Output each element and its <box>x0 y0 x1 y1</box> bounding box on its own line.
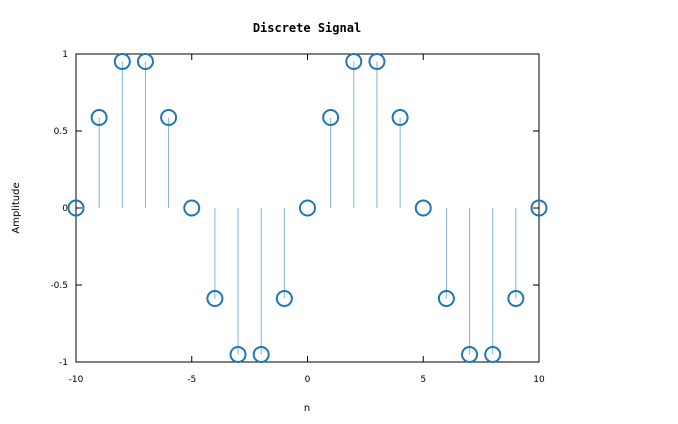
y-axis-label: Amplitude <box>11 182 22 233</box>
stem-markers <box>67 53 548 363</box>
stem-marker <box>507 290 525 308</box>
stem-marker <box>160 108 178 126</box>
x-tick-label: 0 <box>305 375 311 385</box>
stem-marker <box>229 345 247 363</box>
x-tick-label: 10 <box>533 375 545 385</box>
stem-lines <box>98 61 517 355</box>
stem-marker <box>530 199 548 217</box>
y-tick-label: 1 <box>62 50 68 60</box>
y-tick-label: -1 <box>59 358 68 368</box>
stem-marker <box>414 199 432 217</box>
stem-marker <box>183 199 201 217</box>
stem-marker <box>67 199 85 217</box>
stem-marker <box>437 290 455 308</box>
stem-marker <box>322 108 340 126</box>
stem-marker <box>391 108 409 126</box>
axis-ticks: -10 -5 0 5 10 -1 -0.5 0 0.5 1 <box>50 50 545 385</box>
stem-marker <box>252 345 270 363</box>
stem-marker <box>275 290 293 308</box>
stem-marker <box>345 53 363 71</box>
x-tick-label: 5 <box>420 375 426 385</box>
stem-marker <box>461 345 479 363</box>
y-tick-label: 0 <box>62 204 68 214</box>
x-tick-label: -10 <box>69 375 84 385</box>
stem-marker <box>299 199 316 217</box>
stem-marker <box>368 53 386 71</box>
stem-marker <box>90 108 108 126</box>
stem-marker <box>484 345 502 363</box>
y-tick-label: -0.5 <box>50 281 68 291</box>
x-tick-label: -5 <box>187 375 196 385</box>
stem-marker <box>206 290 224 308</box>
stem-marker <box>113 53 131 71</box>
chart-title: Discrete Signal <box>253 21 361 35</box>
y-tick-label: 0.5 <box>54 127 68 137</box>
x-axis-label: n <box>304 403 310 414</box>
stem-marker <box>136 53 154 71</box>
